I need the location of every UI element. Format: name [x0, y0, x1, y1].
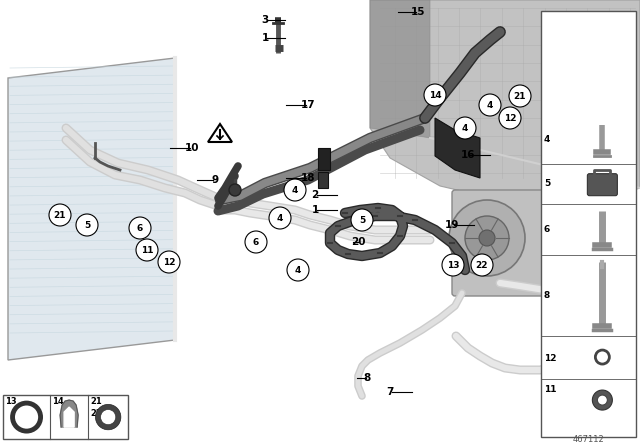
Circle shape: [442, 254, 464, 276]
Text: 15: 15: [411, 7, 425, 17]
Circle shape: [100, 409, 116, 425]
Text: 11: 11: [544, 385, 556, 394]
Circle shape: [499, 107, 521, 129]
Circle shape: [479, 230, 495, 246]
Text: 6: 6: [544, 225, 550, 234]
Text: 12: 12: [504, 113, 516, 122]
Text: 2: 2: [312, 190, 319, 200]
Circle shape: [471, 254, 493, 276]
Text: 6: 6: [137, 224, 143, 233]
Text: 4: 4: [487, 100, 493, 109]
Text: 13: 13: [447, 260, 460, 270]
Text: 1: 1: [312, 205, 319, 215]
Text: 21: 21: [90, 397, 102, 406]
Text: 9: 9: [211, 175, 219, 185]
Circle shape: [351, 209, 373, 231]
Text: 4: 4: [277, 214, 283, 223]
Text: 18: 18: [301, 173, 316, 183]
Text: 17: 17: [301, 100, 316, 110]
Text: 8: 8: [544, 291, 550, 300]
Text: 12: 12: [544, 354, 556, 363]
Circle shape: [269, 207, 291, 229]
Text: 11: 11: [141, 246, 153, 254]
Circle shape: [597, 395, 607, 405]
FancyBboxPatch shape: [588, 174, 618, 196]
Text: 14: 14: [52, 397, 63, 406]
Circle shape: [49, 204, 71, 226]
FancyBboxPatch shape: [452, 190, 548, 296]
Text: 21: 21: [514, 91, 526, 100]
Circle shape: [95, 405, 121, 430]
Text: 4: 4: [544, 135, 550, 144]
Polygon shape: [64, 407, 74, 427]
Text: 7: 7: [387, 387, 394, 397]
Text: 5: 5: [359, 215, 365, 224]
Circle shape: [129, 217, 151, 239]
Circle shape: [284, 179, 306, 201]
Text: 20: 20: [351, 237, 365, 247]
Text: 4: 4: [292, 185, 298, 194]
Text: 12: 12: [163, 258, 175, 267]
Text: 19: 19: [445, 220, 459, 230]
Circle shape: [229, 184, 241, 196]
Text: 6: 6: [253, 237, 259, 246]
Text: 8: 8: [364, 373, 371, 383]
Circle shape: [509, 85, 531, 107]
Text: 4: 4: [462, 124, 468, 133]
Text: 4: 4: [295, 266, 301, 275]
Circle shape: [479, 94, 501, 116]
Text: 21: 21: [54, 211, 67, 220]
FancyBboxPatch shape: [318, 172, 328, 188]
FancyBboxPatch shape: [318, 148, 330, 170]
Text: 10: 10: [185, 143, 199, 153]
Circle shape: [287, 259, 309, 281]
Polygon shape: [60, 400, 78, 427]
Circle shape: [465, 216, 509, 260]
Polygon shape: [208, 124, 232, 142]
Text: 5: 5: [84, 220, 90, 229]
Circle shape: [449, 200, 525, 276]
Text: 14: 14: [429, 90, 442, 99]
FancyBboxPatch shape: [3, 395, 128, 439]
Text: 467112: 467112: [573, 435, 605, 444]
Circle shape: [136, 239, 158, 261]
FancyBboxPatch shape: [541, 11, 636, 437]
Text: 5: 5: [544, 179, 550, 188]
Text: 13: 13: [5, 397, 17, 406]
Circle shape: [593, 390, 612, 410]
Text: 22: 22: [90, 409, 102, 418]
Circle shape: [158, 251, 180, 273]
Circle shape: [424, 84, 446, 106]
Polygon shape: [370, 0, 430, 138]
Text: 16: 16: [461, 150, 476, 160]
Circle shape: [76, 214, 98, 236]
Text: 22: 22: [476, 260, 488, 270]
Text: 1: 1: [261, 33, 269, 43]
Circle shape: [454, 117, 476, 139]
Polygon shape: [8, 58, 175, 360]
Text: 3: 3: [261, 15, 269, 25]
Polygon shape: [435, 118, 480, 178]
Circle shape: [245, 231, 267, 253]
Polygon shape: [370, 0, 640, 208]
